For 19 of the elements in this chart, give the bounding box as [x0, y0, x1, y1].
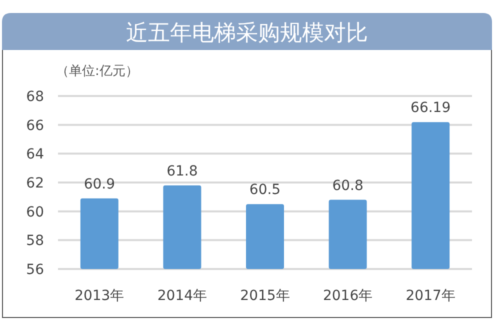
- chart-title: 近五年电梯采购规模对比: [126, 21, 368, 46]
- x-tick-label: 2017年: [406, 288, 456, 304]
- y-tick-label: 56: [26, 262, 44, 278]
- y-tick-label: 64: [26, 146, 44, 163]
- x-tick-label: 2013年: [74, 288, 124, 304]
- y-tick-label: 60: [26, 204, 44, 220]
- data-label: 60.9: [84, 176, 115, 192]
- x-tick-label: 2016年: [322, 288, 373, 304]
- data-label: 61.8: [166, 163, 198, 180]
- y-tick-label: 62: [26, 176, 44, 192]
- y-tick-label: 58: [26, 233, 44, 250]
- y-tick-label: 66: [26, 118, 44, 134]
- y-tick-label: 68: [26, 89, 44, 105]
- data-label: 60.5: [249, 182, 281, 198]
- x-tick-label: 2014年: [157, 288, 208, 304]
- y-axis-title: （单位:亿元）: [56, 64, 138, 79]
- data-label: 66.19: [410, 100, 451, 116]
- data-label: 60.8: [332, 178, 364, 194]
- x-tick-label: 2015年: [240, 288, 290, 304]
